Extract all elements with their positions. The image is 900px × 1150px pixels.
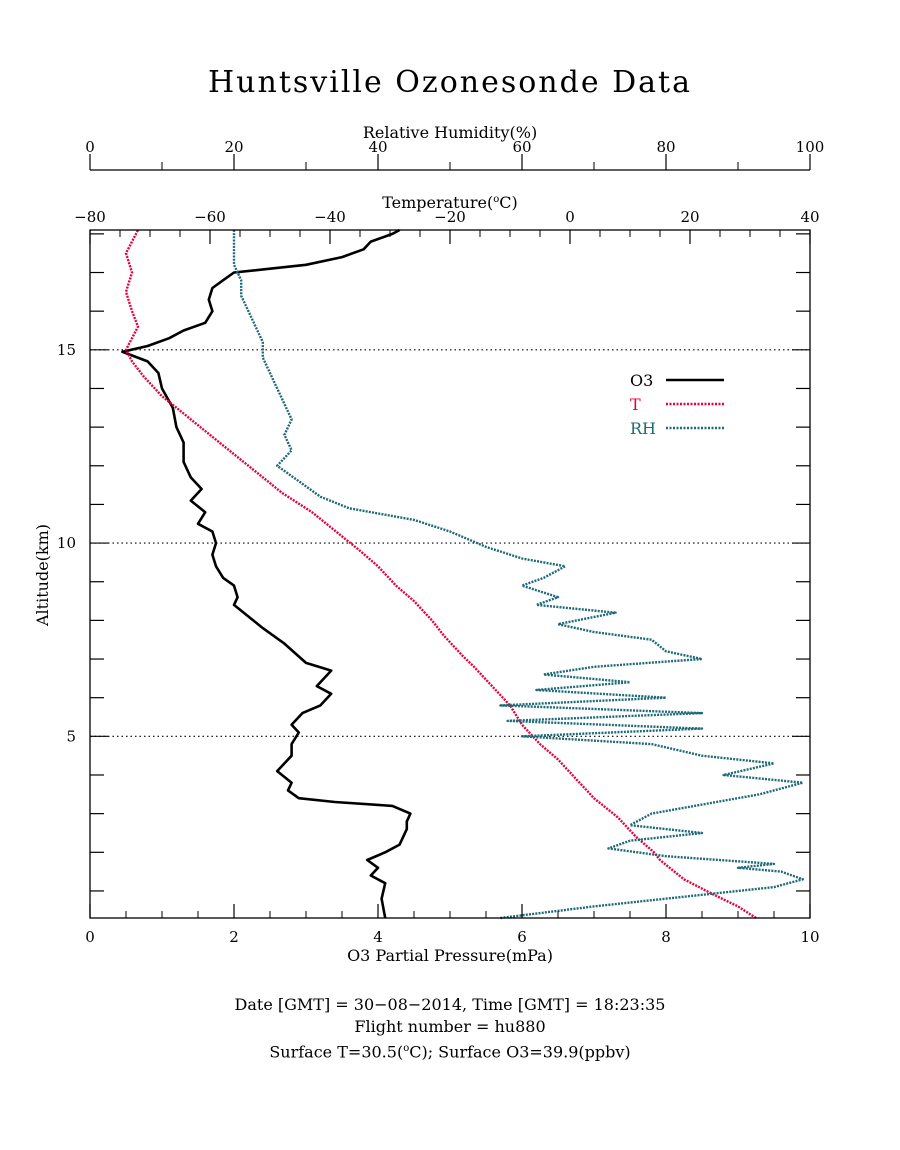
series-line-o3 xyxy=(121,228,412,919)
temp-tick-label: 20 xyxy=(680,208,699,226)
altitude-tick-label: 10 xyxy=(57,534,76,552)
rh-tick-label: 0 xyxy=(85,138,95,156)
rh-axis: 0 20 40 60 80 100 xyxy=(85,138,825,171)
rh-tick-label: 100 xyxy=(796,138,825,156)
altitude-tick-label: 5 xyxy=(66,727,76,745)
temp-tick-label: −20 xyxy=(434,208,466,226)
temp-tick-label: 0 xyxy=(565,208,575,226)
rh-axis-label: Relative Humidity(%) xyxy=(363,123,537,142)
series-layer xyxy=(121,228,804,920)
rh-tick-label: 60 xyxy=(512,138,531,156)
o3-tick-label: 0 xyxy=(85,928,95,946)
footer-flight-number: Flight number = hu880 xyxy=(354,1017,546,1036)
chart-title: Huntsville Ozonesonde Data xyxy=(208,65,692,100)
o3-tick-label: 2 xyxy=(229,928,239,946)
rh-tick-label: 40 xyxy=(368,138,387,156)
temperature-axis: −80 −60 −40 −20 0 20 40 xyxy=(74,208,820,244)
o3-tick-label: 4 xyxy=(373,928,383,946)
rh-tick-label: 20 xyxy=(224,138,243,156)
o3-tick-label: 8 xyxy=(661,928,671,946)
rh-tick-label: 80 xyxy=(656,138,675,156)
footer-surface-values: Surface T=30.5(oC); Surface O3=39.9(ppbv… xyxy=(269,1042,631,1062)
o3-axis-label: O3 Partial Pressure(mPa) xyxy=(347,946,553,965)
footer-date-time: Date [GMT] = 30−08−2014, Time [GMT] = 18… xyxy=(234,995,666,1014)
temp-tick-label: −80 xyxy=(74,208,106,226)
footer-info: Date [GMT] = 30−08−2014, Time [GMT] = 18… xyxy=(0,994,900,1063)
temp-tick-label: −60 xyxy=(194,208,226,226)
legend-label-rh: RH xyxy=(630,419,656,438)
altitude-axis: 5 10 15 xyxy=(57,233,810,892)
temp-tick-label: 40 xyxy=(800,208,819,226)
altitude-axis-label: Altitude(km) xyxy=(33,524,52,627)
o3-tick-label: 10 xyxy=(800,928,819,946)
plot-frame xyxy=(89,229,811,919)
o3-tick-label: 6 xyxy=(517,928,527,946)
reference-lines xyxy=(90,349,810,737)
legend-label-o3: O3 xyxy=(630,371,653,390)
o3-axis: 0 2 4 6 8 10 xyxy=(85,904,820,946)
altitude-tick-label: 15 xyxy=(57,341,76,359)
legend: O3 T RH xyxy=(630,371,724,438)
legend-label-t: T xyxy=(630,395,641,414)
temp-axis-label: Temperature(oC) xyxy=(382,193,518,212)
series-line-t xyxy=(124,229,757,920)
temp-tick-label: −40 xyxy=(314,208,346,226)
series-line-rh xyxy=(232,230,804,920)
